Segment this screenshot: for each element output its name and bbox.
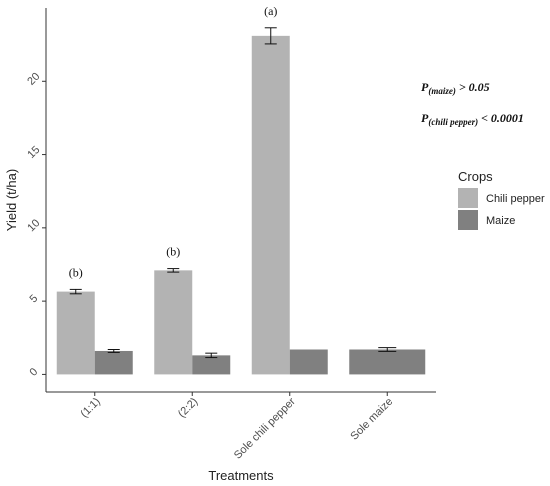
y-tick-label-4: 20 [25,71,42,88]
stat-maize-rest: > 0.05 [456,80,490,94]
stat-chili-prefix: P [421,111,429,125]
x-tick-label-0: (1:1) [78,396,102,420]
stat-maize-sub: (maize) [428,86,456,96]
stat-chili: P(chili pepper) < 0.0001 [421,111,524,127]
legend-swatch-maize [458,210,478,230]
group-label-2: (a) [264,4,277,18]
stat-chili-sub: (chili pepper) [428,117,478,127]
legend: Crops Chili pepper Maize [458,169,545,230]
bar-0-0 [56,291,95,375]
group-label-0: (b) [69,265,83,279]
legend-label-chili-pepper: Chili pepper [486,193,545,205]
group-label-1: (b) [166,245,180,259]
x-tick-label-1: (2:2) [176,396,200,420]
bar-2-1 [289,349,328,375]
errorbars-layer [69,27,397,359]
group-labels-layer: (b) (b) (a) [69,4,278,280]
bar-2-0 [251,35,290,375]
stat-chili-rest: < 0.0001 [478,111,524,125]
x-ticks-layer: (1:1) (2:2) Sole chili pepper Sole maize [78,392,395,462]
y-tick-label-2: 10 [25,217,42,234]
bar-1-0 [154,270,193,375]
y-tick-label-3: 15 [25,144,42,161]
x-axis-title: Treatments [208,468,274,483]
bars-layer [56,35,426,375]
y-tick-label-0: 0 [27,366,40,379]
bar-0-1 [94,350,133,375]
y-ticks-layer: 0 5 10 15 20 [25,71,46,379]
y-axis-title: Yield (t/ha) [4,169,19,231]
legend-title: Crops [458,169,493,184]
y-tick-label-1: 5 [27,293,40,306]
bar-1-1 [192,355,231,375]
bar-3-1 [349,349,426,375]
legend-swatch-chili-pepper [458,188,478,208]
stat-maize-prefix: P [421,80,429,94]
stat-maize: P(maize) > 0.05 [421,80,490,96]
x-tick-label-3: Sole maize [348,396,395,443]
x-tick-label-2: Sole chili pepper [232,395,298,461]
legend-label-maize: Maize [486,215,515,227]
stats-annotation: P(maize) > 0.05 P(chili pepper) < 0.0001 [421,80,524,127]
